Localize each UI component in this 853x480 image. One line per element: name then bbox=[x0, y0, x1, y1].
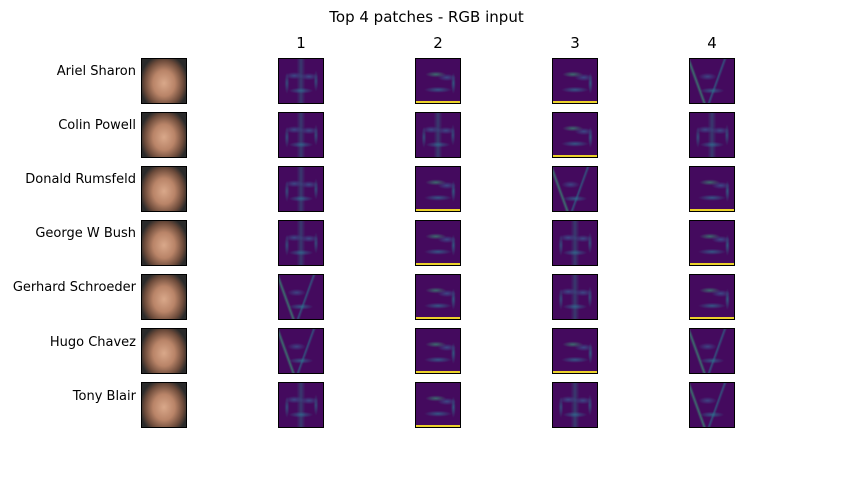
patch-image bbox=[278, 274, 324, 320]
patch-image bbox=[552, 274, 598, 320]
face-thumbnail bbox=[141, 328, 187, 374]
patch-image bbox=[689, 58, 735, 104]
patch-image bbox=[552, 220, 598, 266]
patch-image bbox=[278, 112, 324, 158]
row-label: Donald Rumsfeld bbox=[25, 172, 136, 187]
row-label: Hugo Chavez bbox=[49, 335, 136, 350]
face-thumbnail bbox=[141, 58, 187, 104]
patch-image bbox=[415, 382, 461, 428]
patch-image bbox=[552, 166, 598, 212]
patch-image bbox=[689, 220, 735, 266]
patch-image bbox=[689, 382, 735, 428]
patch-image bbox=[278, 220, 324, 266]
patch-image bbox=[552, 382, 598, 428]
row-label: Colin Powell bbox=[58, 118, 136, 133]
figure-title: Top 4 patches - RGB input bbox=[329, 8, 524, 26]
column-header-2: 2 bbox=[433, 34, 443, 52]
patch-image bbox=[552, 328, 598, 374]
face-thumbnail bbox=[141, 220, 187, 266]
face-thumbnail bbox=[141, 166, 187, 212]
patch-image bbox=[689, 274, 735, 320]
patch-image bbox=[552, 58, 598, 104]
patch-image bbox=[278, 382, 324, 428]
patch-image bbox=[415, 166, 461, 212]
patch-image bbox=[415, 328, 461, 374]
patch-image bbox=[689, 328, 735, 374]
patch-image bbox=[415, 220, 461, 266]
row-label: George W Bush bbox=[35, 226, 136, 241]
patch-image bbox=[415, 58, 461, 104]
row-label: Gerhard Schroeder bbox=[12, 280, 136, 295]
patch-image bbox=[689, 166, 735, 212]
column-header-1: 1 bbox=[296, 34, 306, 52]
column-header-3: 3 bbox=[570, 34, 580, 52]
patch-image bbox=[278, 166, 324, 212]
face-thumbnail bbox=[141, 112, 187, 158]
patch-image bbox=[689, 112, 735, 158]
patch-image bbox=[415, 274, 461, 320]
face-thumbnail bbox=[141, 382, 187, 428]
patch-image bbox=[415, 112, 461, 158]
row-label: Tony Blair bbox=[72, 389, 136, 404]
face-thumbnail bbox=[141, 274, 187, 320]
patch-image bbox=[278, 58, 324, 104]
row-label: Ariel Sharon bbox=[56, 64, 136, 79]
column-header-4: 4 bbox=[707, 34, 717, 52]
patch-image bbox=[552, 112, 598, 158]
patch-image bbox=[278, 328, 324, 374]
